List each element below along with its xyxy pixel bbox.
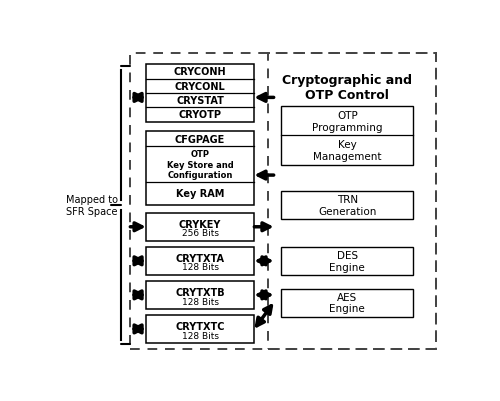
Bar	[130, 54, 436, 349]
Bar	[282, 247, 413, 275]
Text: Key RAM: Key RAM	[176, 189, 224, 199]
Text: OTP
Programming: OTP Programming	[312, 111, 382, 132]
Text: CRYTXTC: CRYTXTC	[176, 321, 225, 331]
Bar	[146, 247, 254, 275]
Text: OTP
Key Store and
Configuration: OTP Key Store and Configuration	[166, 150, 234, 180]
Text: CRYSTAT: CRYSTAT	[176, 96, 224, 106]
Text: CRYTXTB: CRYTXTB	[176, 288, 225, 298]
Text: CRYCONL: CRYCONL	[174, 81, 226, 91]
Text: AES
Engine: AES Engine	[330, 292, 365, 314]
Bar	[146, 132, 254, 206]
Text: DES
Engine: DES Engine	[330, 250, 365, 272]
Text: Cryptographic and
OTP Control: Cryptographic and OTP Control	[282, 74, 412, 102]
Text: CRYCONH: CRYCONH	[174, 67, 227, 77]
Bar	[268, 54, 436, 349]
Bar	[146, 213, 254, 241]
Text: Mapped to
SFR Space: Mapped to SFR Space	[66, 195, 118, 217]
Text: 128 Bits: 128 Bits	[182, 263, 218, 272]
Bar	[146, 65, 254, 122]
Text: Key
Management: Key Management	[313, 140, 382, 162]
Bar	[282, 107, 413, 166]
Text: 128 Bits: 128 Bits	[182, 331, 218, 340]
Text: 256 Bits: 256 Bits	[182, 229, 218, 238]
Text: 128 Bits: 128 Bits	[182, 297, 218, 306]
Bar	[146, 315, 254, 343]
Bar	[282, 192, 413, 219]
Text: TRN
Generation: TRN Generation	[318, 195, 376, 217]
Text: CFGPAGE: CFGPAGE	[175, 134, 225, 144]
Text: CRYTXTA: CRYTXTA	[176, 253, 224, 263]
Text: CRYOTP: CRYOTP	[178, 110, 222, 120]
Bar	[146, 281, 254, 309]
Bar	[282, 289, 413, 317]
Text: CRYKEY: CRYKEY	[179, 219, 221, 229]
